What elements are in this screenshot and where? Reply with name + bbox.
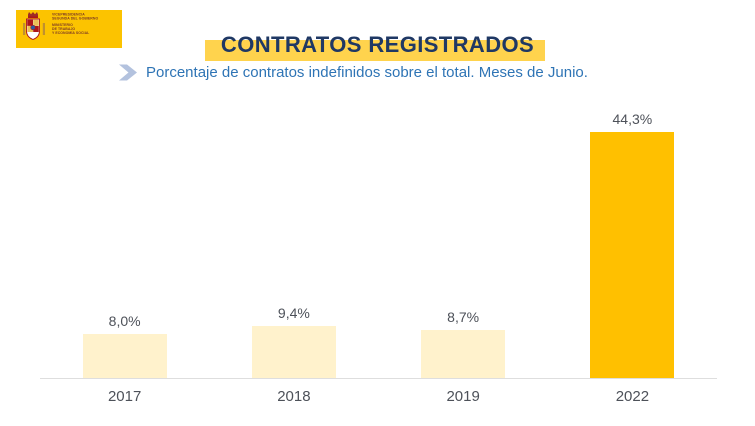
bar-value-label: 9,4% — [277, 305, 310, 321]
title-highlight-band — [205, 40, 545, 61]
x-axis-line — [40, 378, 717, 379]
logo-line: DE TRABAJO — [52, 27, 76, 32]
x-axis-label: 2019 — [446, 388, 480, 405]
logo-line: MINISTERIO — [52, 23, 73, 28]
government-logo: VICEPRESIDENCIA SEGUNDA DEL GOBIERNO MIN… — [16, 10, 122, 48]
bar — [421, 330, 506, 378]
spain-coat-of-arms-icon — [21, 10, 47, 48]
bar — [251, 326, 336, 378]
logo-text: VICEPRESIDENCIA SEGUNDA DEL GOBIERNO MIN… — [52, 12, 114, 46]
logo-ministry-name: MINISTERIO DE TRABAJO Y ECONOMÍA SOCIAL — [52, 24, 122, 36]
subtitle: Porcentaje de contratos indefinidos sobr… — [146, 63, 588, 81]
logo-line: VICEPRESIDENCIA — [52, 13, 85, 17]
page-title: CONTRATOS REGISTRADOS — [220, 32, 535, 57]
logo-department-name: VICEPRESIDENCIA SEGUNDA DEL GOBIERNO — [52, 13, 122, 21]
bar — [590, 132, 675, 378]
chevron-right-icon — [117, 64, 138, 81]
logo-line: SEGUNDA DEL GOBIERNO — [52, 16, 99, 21]
bar-value-label: 44,3% — [612, 111, 653, 127]
x-axis-label: 2017 — [107, 388, 142, 405]
bar — [82, 334, 167, 378]
x-axis-label: 2022 — [615, 388, 650, 405]
bar-value-label: 8,0% — [108, 313, 141, 329]
bar-value-label: 8,7% — [447, 309, 480, 325]
logo-line: Y ECONOMÍA SOCIAL — [52, 31, 90, 35]
x-axis-label: 2018 — [277, 388, 311, 405]
subtitle-row: Porcentaje de contratos indefinidos sobr… — [117, 61, 588, 83]
